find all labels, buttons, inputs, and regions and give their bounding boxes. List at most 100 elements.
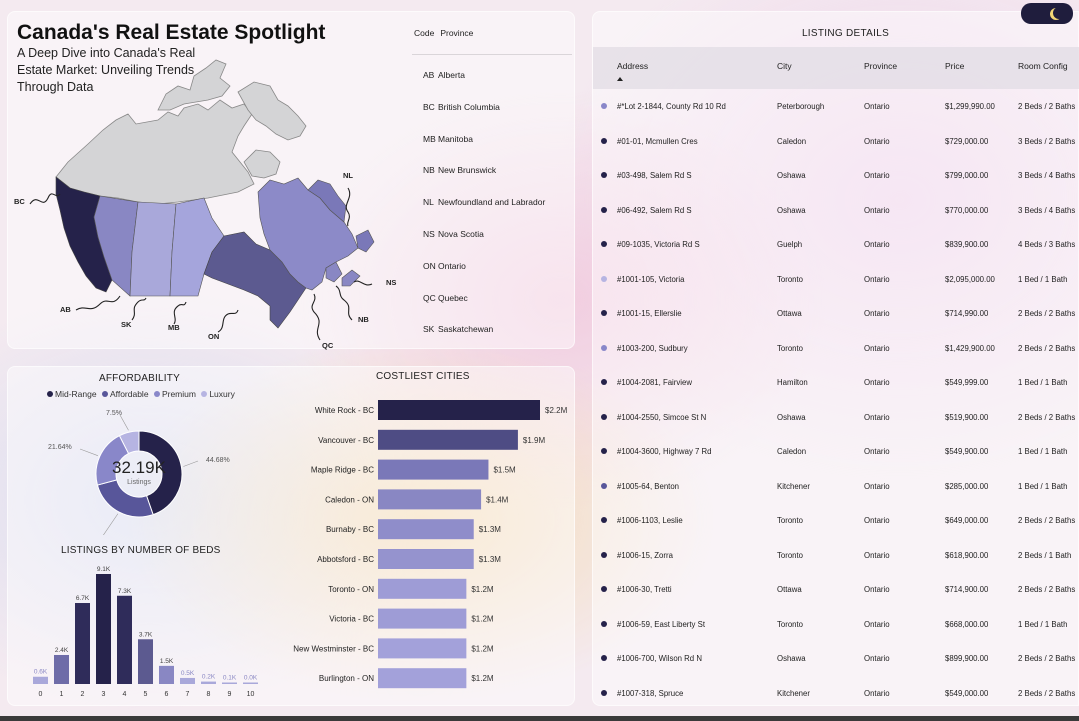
province-row[interactable]: NS Nova Scotia bbox=[423, 229, 545, 261]
cell-province: Ontario bbox=[864, 136, 890, 146]
map-label-ns: NS bbox=[386, 278, 396, 287]
cell-province: Ontario bbox=[864, 654, 890, 663]
beds-bar[interactable] bbox=[243, 682, 258, 685]
beds-bar[interactable] bbox=[201, 681, 216, 684]
city-label: Vancouver - BC bbox=[318, 436, 374, 445]
city-bar[interactable] bbox=[378, 459, 489, 480]
cell-city: Oshawa bbox=[777, 205, 806, 215]
table-row[interactable]: #06-492, Salem Rd S Oshawa Ontario $770,000… bbox=[593, 193, 1079, 228]
table-row[interactable]: #1001-105, Victoria Toronto Ontario $2,095,… bbox=[593, 262, 1079, 297]
beds-bar[interactable] bbox=[75, 603, 90, 684]
cell-rooms: 2 Beds / 2 Baths bbox=[1018, 412, 1076, 422]
beds-bar-chart[interactable]: 0.6K 0 2.4K 1 6.7K 2 9.1K 3 7.3K 4 3.7K 5 1.5K 6 0.5K 7… bbox=[18, 559, 268, 699]
col-header-province[interactable]: Province bbox=[864, 61, 898, 71]
table-row[interactable]: #1006-1103, Leslie Toronto Ontario $649,000… bbox=[593, 503, 1079, 538]
bottom-bar bbox=[0, 716, 1079, 721]
province-name: Alberta bbox=[438, 70, 465, 80]
beds-bar[interactable] bbox=[117, 595, 132, 684]
city-bar-value: $1.2M bbox=[471, 615, 494, 624]
city-bar[interactable] bbox=[378, 608, 467, 629]
table-row[interactable]: #09-1035, Victoria Rd S Guelph Ontario $839… bbox=[593, 227, 1079, 262]
beds-bar[interactable] bbox=[54, 654, 69, 684]
table-row[interactable]: #01-01, Mcmullen Cres Caledon Ontario $729,… bbox=[593, 124, 1079, 159]
table-row[interactable]: #1006-30, Tretti Ottawa Ontario $714,900.00… bbox=[593, 572, 1079, 607]
city-label: Maple Ridge - BC bbox=[311, 466, 374, 475]
table-row[interactable]: #1001-15, Ellerslie Ottawa Ontario $714,990… bbox=[593, 296, 1079, 331]
beds-bar[interactable] bbox=[180, 677, 195, 684]
sort-ascending-icon[interactable] bbox=[617, 77, 623, 81]
donut-slice-mid-range[interactable] bbox=[138, 430, 183, 516]
theme-toggle[interactable] bbox=[1021, 3, 1073, 24]
beds-bar[interactable] bbox=[33, 676, 48, 684]
col-header-price[interactable]: Price bbox=[945, 61, 965, 71]
table-row[interactable]: #1006-700, Wilson Rd N Oshawa Ontario $899,… bbox=[593, 641, 1079, 676]
province-name: Quebec bbox=[438, 292, 468, 303]
cell-province: Ontario bbox=[864, 343, 890, 353]
affordability-donut[interactable]: 44.68%26.17%21.64%7.5% bbox=[28, 405, 258, 535]
map-territories bbox=[55, 99, 255, 205]
city-bar[interactable] bbox=[378, 489, 482, 510]
table-row[interactable]: #1004-2081, Fairview Hamilton Ontario $549,… bbox=[593, 365, 1079, 400]
cell-price: $770,000.00 bbox=[945, 205, 989, 215]
beds-bar-value: 0.5K bbox=[181, 670, 195, 677]
cell-address: #1001-15, Ellerslie bbox=[617, 309, 682, 318]
donut-slice-luxury[interactable] bbox=[118, 430, 140, 455]
cell-price: $729,000.00 bbox=[945, 136, 989, 146]
cell-price: $899,900.00 bbox=[945, 654, 989, 663]
beds-bar[interactable] bbox=[222, 682, 237, 685]
province-row[interactable]: AB Alberta bbox=[423, 70, 545, 102]
callout-qc-line bbox=[311, 293, 321, 341]
table-row[interactable]: #03-498, Salem Rd S Oshawa Ontario $799,000… bbox=[593, 158, 1079, 193]
province-row[interactable]: ON Ontario bbox=[423, 261, 545, 293]
table-row[interactable]: #1006-15, Zorra Toronto Ontario $618,900.00… bbox=[593, 538, 1079, 573]
beds-tick-label: 10 bbox=[247, 691, 255, 698]
canada-map[interactable]: BC AB SK MB ON QC NB NS NL bbox=[8, 12, 576, 350]
cell-price: $839,900.00 bbox=[945, 240, 989, 249]
beds-bar[interactable] bbox=[96, 574, 111, 684]
legend-dot-midrange bbox=[47, 391, 53, 397]
table-row[interactable]: #1004-3600, Highway 7 Rd Caledon Ontario $5… bbox=[593, 434, 1079, 469]
city-bar[interactable] bbox=[378, 668, 467, 689]
table-row[interactable]: #1003-200, Sudbury Toronto Ontario $1,429,9… bbox=[593, 331, 1079, 366]
col-header-code: Code bbox=[414, 28, 435, 38]
callout-ab-line bbox=[75, 295, 121, 311]
col-header-address[interactable]: Address bbox=[617, 61, 649, 71]
city-bar[interactable] bbox=[378, 400, 540, 420]
cell-rooms: 4 Beds / 3 Baths bbox=[1018, 240, 1076, 249]
affordability-legend[interactable]: Mid-Range Affordable Premium Luxury bbox=[44, 389, 235, 399]
cell-price: $2,095,000.00 bbox=[945, 274, 995, 284]
province-row[interactable]: QC Quebec bbox=[423, 293, 545, 325]
city-bar[interactable] bbox=[378, 578, 467, 599]
table-row[interactable]: #1004-2550, Simcoe St N Oshawa Ontario $519… bbox=[593, 400, 1079, 435]
province-row[interactable]: NL Newfoundland and Labrador bbox=[423, 197, 545, 229]
cities-bar-chart[interactable]: White Rock - BC $2.2M Vancouver - BC $1.9M M… bbox=[270, 389, 576, 707]
cell-city: Toronto bbox=[777, 550, 804, 560]
affordability-dot-icon bbox=[601, 275, 607, 282]
city-bar[interactable] bbox=[378, 549, 474, 569]
province-row[interactable]: MB Manitoba bbox=[423, 134, 545, 166]
beds-tick-label: 4 bbox=[123, 691, 127, 698]
province-row[interactable]: BC British Columbia bbox=[423, 102, 545, 134]
col-header-city[interactable]: City bbox=[777, 61, 792, 71]
beds-bar-value: 1.5K bbox=[160, 658, 174, 665]
callout-sk-line bbox=[131, 297, 147, 321]
cell-province: Ontario bbox=[864, 412, 890, 422]
table-row[interactable]: #1005-64, Benton Kitchener Ontario $285,000… bbox=[593, 469, 1079, 504]
province-row[interactable]: SK Saskatchewan bbox=[423, 324, 545, 356]
city-bar[interactable] bbox=[378, 429, 518, 450]
beds-bar[interactable] bbox=[159, 665, 174, 684]
city-bar[interactable] bbox=[378, 638, 467, 659]
table-row[interactable]: #*Lot 2-1844, County Rd 10 Rd Peterboroug… bbox=[593, 89, 1079, 124]
beds-bar[interactable] bbox=[138, 639, 153, 684]
table-row[interactable]: #1006-59, East Liberty St Toronto Ontario $… bbox=[593, 607, 1079, 642]
col-header-room-config[interactable]: Room Config bbox=[1018, 61, 1068, 71]
province-row[interactable]: NB New Brunswick bbox=[423, 165, 545, 197]
table-row[interactable]: #1007-318, Spruce Kitchener Ontario $549,00… bbox=[593, 676, 1079, 711]
cell-city: Guelph bbox=[777, 240, 803, 249]
city-bar[interactable] bbox=[378, 519, 474, 540]
map-label-nb: NB bbox=[358, 315, 369, 324]
cell-price: $714,990.00 bbox=[945, 309, 989, 318]
donut-leader-line bbox=[79, 448, 99, 456]
listing-title: LISTING DETAILS bbox=[801, 28, 890, 39]
legend-dot-premium bbox=[153, 391, 160, 397]
